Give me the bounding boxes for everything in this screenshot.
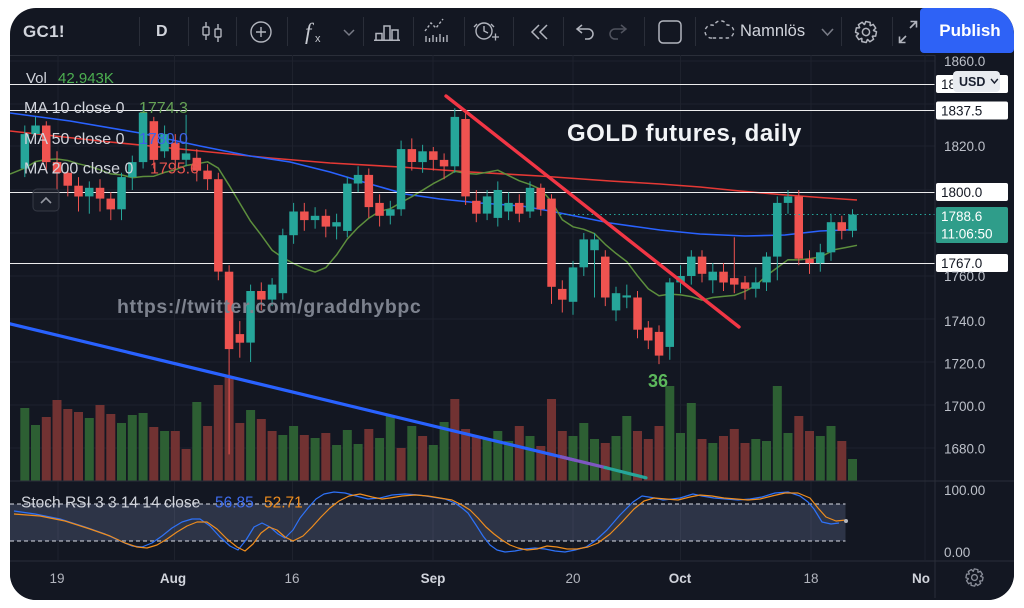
svg-text:19: 19: [49, 571, 64, 586]
svg-text:1780.0: 1780.0: [139, 131, 188, 148]
svg-text:1680.0: 1680.0: [944, 441, 985, 456]
svg-text:1740.0: 1740.0: [944, 314, 985, 329]
svg-text:1767.0: 1767.0: [941, 256, 982, 271]
svg-text:56.85: 56.85: [215, 495, 254, 512]
svg-text:42.943K: 42.943K: [58, 70, 114, 87]
svg-text:f: f: [305, 19, 315, 44]
svg-text:1820.0: 1820.0: [944, 139, 985, 154]
svg-text:16: 16: [284, 571, 299, 586]
svg-text:https://twitter.com/graddhybpc: https://twitter.com/graddhybpc: [117, 296, 421, 318]
svg-text:MA 10 close 0: MA 10 close 0: [24, 100, 125, 117]
svg-text:MA 50 close 0: MA 50 close 0: [24, 131, 125, 148]
svg-text:No: No: [912, 571, 930, 586]
svg-text:11:06:50: 11:06:50: [941, 227, 993, 242]
svg-text:52.71: 52.71: [264, 495, 303, 512]
svg-text:GOLD futures, daily: GOLD futures, daily: [567, 120, 802, 147]
svg-text:1860.0: 1860.0: [944, 55, 985, 69]
svg-text:1774.3: 1774.3: [139, 100, 188, 117]
svg-text:MA 200 close 0: MA 200 close 0: [24, 161, 134, 178]
svg-text:Stoch RSI 3 3 14 14 close: Stoch RSI 3 3 14 14 close: [21, 495, 200, 512]
svg-text:1760.0: 1760.0: [944, 269, 985, 284]
svg-text:1837.5: 1837.5: [941, 103, 982, 118]
svg-text:20: 20: [565, 571, 580, 586]
svg-text:0.00: 0.00: [944, 545, 970, 560]
svg-text:Vol: Vol: [26, 70, 47, 87]
svg-text:Aug: Aug: [160, 571, 186, 586]
svg-text:1700.0: 1700.0: [944, 399, 985, 414]
svg-text:USD: USD: [959, 75, 985, 89]
svg-text:100.00: 100.00: [944, 483, 985, 498]
svg-text:1788.6: 1788.6: [941, 209, 982, 224]
svg-text:36: 36: [648, 371, 668, 391]
svg-text:1720.0: 1720.0: [944, 356, 985, 371]
svg-text:1795.6: 1795.6: [150, 161, 199, 178]
svg-text:Oct: Oct: [669, 571, 692, 586]
svg-text:1800.0: 1800.0: [941, 185, 982, 200]
svg-text:18: 18: [803, 571, 818, 586]
svg-text:x: x: [315, 33, 321, 45]
svg-text:Sep: Sep: [421, 571, 446, 586]
